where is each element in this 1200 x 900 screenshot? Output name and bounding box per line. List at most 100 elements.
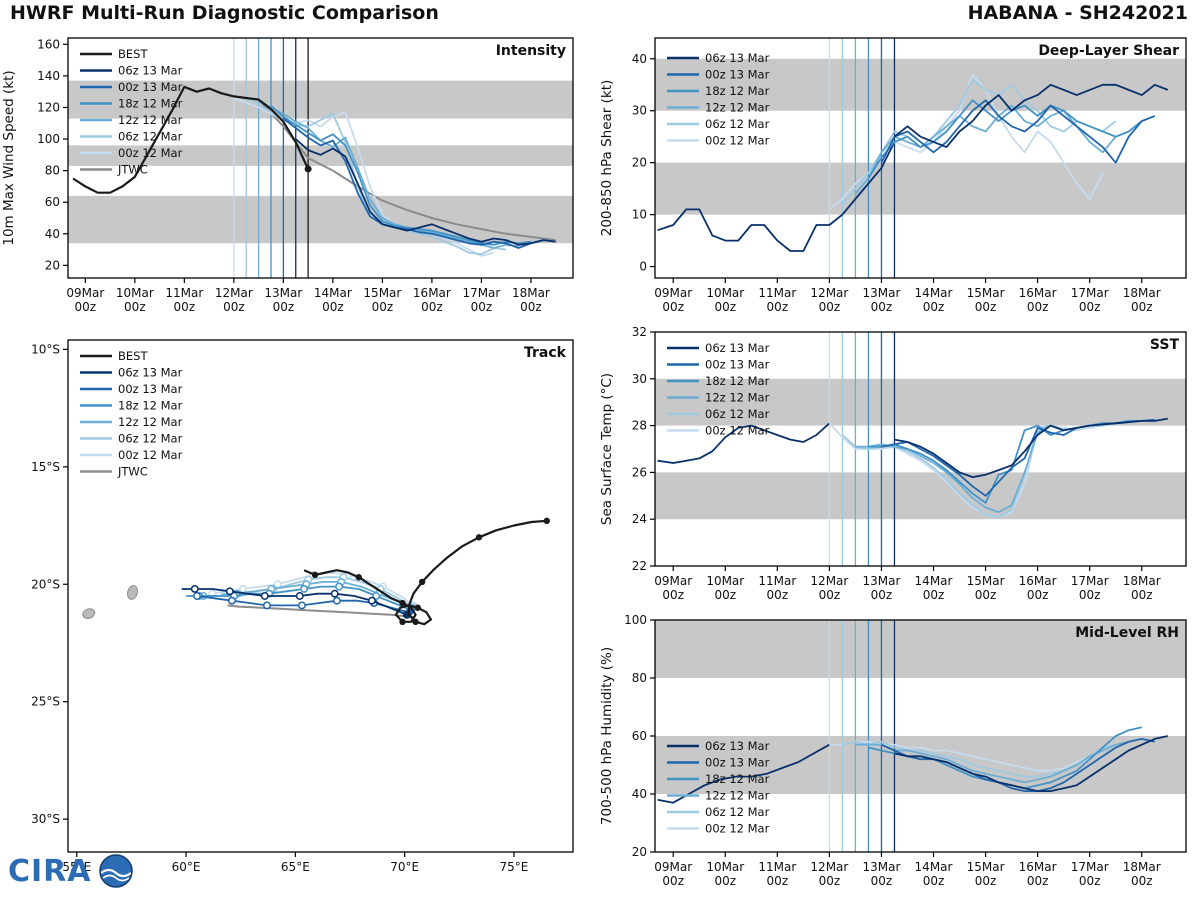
cira-logo-text: CIRA (8, 853, 92, 889)
sst-panel-title: SST (1150, 337, 1180, 353)
sst-series-00z 12 Mar (828, 422, 1103, 518)
track-legend-label: JTWC (117, 465, 148, 479)
shear-series-06z 12 Mar (841, 78, 1117, 205)
shear-xtick-sublabel: 00z (662, 300, 684, 314)
shear-xtick-sublabel: 00z (1079, 300, 1101, 314)
track-legend-label: BEST (118, 349, 148, 363)
sst-series-group (657, 417, 1168, 518)
intensity-ytick-label: 80 (45, 164, 60, 178)
sst-legend-label: 06z 12 Mar (705, 407, 770, 421)
track-marker-00z 13 Mar (332, 596, 341, 605)
shear-xtick-label: 16Mar (1019, 286, 1057, 300)
shear-xtick-label: 15Mar (967, 286, 1005, 300)
intensity-frame (67, 37, 574, 279)
track-ytick-label: 25°S (31, 695, 60, 709)
track-marker-18z 12 Mar (372, 592, 381, 600)
shear-legend-label: 06z 12 Mar (705, 117, 770, 131)
sst-xtick-label: 17Mar (1071, 574, 1109, 588)
intensity-xtick-label: 09Mar (66, 286, 104, 300)
track-marker-06z 13 Mar (260, 592, 269, 600)
shear-series-00z 13 Mar (880, 99, 1156, 164)
sst-ytick-label: 26 (632, 465, 647, 479)
rh-xtick-sublabel: 00z (1027, 874, 1049, 888)
sst-xtick-label: 10Mar (706, 574, 744, 588)
track-marker-00z 13 Mar (228, 596, 236, 605)
island-Reunion (82, 608, 96, 619)
shear-legend-label: 00z 12 Mar (705, 134, 770, 148)
intensity-ytick-label: 160 (37, 37, 60, 51)
shear-xtick-label: 12Mar (810, 286, 848, 300)
track-xtick-label: 65°E (281, 860, 310, 874)
track-legend-label: 18z 12 Mar (118, 399, 183, 413)
track-xtick-label: 70°E (390, 860, 419, 874)
rh-ytick-label: 20 (632, 845, 647, 859)
shear-legend-label: 06z 13 Mar (705, 51, 770, 65)
shear-xtick-label: 17Mar (1071, 286, 1109, 300)
shear-series-06z 13 Mar (893, 83, 1169, 148)
intensity-xtick-sublabel: 00z (124, 300, 146, 314)
shear-xtick-label: 18Mar (1123, 286, 1161, 300)
shear-xtick-sublabel: 00z (1027, 300, 1049, 314)
sst-xtick-label: 14Mar (915, 574, 953, 588)
rh-xtick-sublabel: 00z (1079, 874, 1101, 888)
rh-shaded-band (655, 736, 1186, 794)
rh-series-12z 12 Mar (855, 740, 1129, 784)
sst-xtick-sublabel: 00z (871, 588, 893, 602)
shear-panel-title: Deep-Layer Shear (1038, 43, 1179, 59)
sst-legend-label: 06z 13 Mar (705, 341, 770, 355)
intensity-xtick-sublabel: 00z (223, 300, 245, 314)
track-marker-06z 13 Mar (190, 585, 199, 593)
rh-series-06z 13 Mar (894, 735, 1168, 793)
intensity-legend-label: 18z 12 Mar (118, 97, 183, 111)
shear-xtick-label: 10Mar (706, 286, 744, 300)
intensity-series-BEST (72, 85, 310, 194)
shear-ytick-label: 0 (639, 260, 647, 274)
rh-xtick-label: 16Mar (1019, 860, 1057, 874)
intensity-legend-label: JTWC (117, 163, 148, 177)
sst-xtick-sublabel: 00z (1131, 588, 1153, 602)
sst-series-analysis (657, 422, 831, 464)
rh-xtick-sublabel: 00z (767, 874, 789, 888)
intensity-shaded-band (68, 195, 573, 244)
rh-ytick-label: 40 (632, 787, 647, 801)
track-line-JTWC (227, 604, 414, 619)
intensity-series-group (72, 85, 556, 257)
shear-ytick-label: 30 (632, 104, 647, 118)
rh-ytick-label: 80 (632, 671, 647, 685)
sst-xtick-label: 16Mar (1019, 574, 1057, 588)
track-marker-BEST (543, 517, 550, 525)
sst-xtick-label: 18Mar (1123, 574, 1161, 588)
rh-panel-title: Mid-Level RH (1075, 625, 1179, 641)
sst-series-06z 13 Mar (894, 417, 1168, 479)
track-marker-BEST (311, 571, 319, 579)
track-xtick-label: 60°E (172, 860, 201, 874)
shear-xtick-sublabel: 00z (871, 300, 893, 314)
sst-xtick-sublabel: 00z (819, 588, 841, 602)
shear-xtick-sublabel: 00z (819, 300, 841, 314)
shear-shaded-band (655, 58, 1186, 111)
track-marker-06z 13 Mar (367, 596, 376, 605)
rh-xtick-label: 17Mar (1071, 860, 1109, 874)
sst-ytick-label: 28 (632, 419, 647, 433)
track-marker-BEST (414, 604, 421, 611)
track-legend-label: 00z 12 Mar (118, 448, 183, 462)
intensity-shaded-band (68, 80, 573, 119)
shear-xtick-label: 11Mar (758, 286, 796, 300)
rh-xtick-sublabel: 00z (714, 874, 736, 888)
track-marker-BEST (355, 574, 362, 581)
sst-frame (654, 331, 1187, 567)
sst-xtick-sublabel: 00z (1027, 588, 1049, 602)
intensity-series-00z 13 Mar (282, 117, 544, 249)
rh-series-00z 13 Mar (881, 737, 1155, 793)
shear-ytick-label: 10 (632, 208, 647, 222)
track-ytick-label: 15°S (31, 460, 60, 474)
intensity-ytick-label: 60 (45, 195, 60, 209)
shear-ylabel: 200-850 hPa Shear (kt) (599, 80, 615, 237)
cira-emblem-icon (98, 854, 133, 888)
track-marker-BEST (475, 534, 483, 541)
track-ytick-label: 30°S (31, 812, 60, 826)
intensity-legend-label: 06z 13 Mar (118, 64, 183, 78)
track-frame (67, 339, 574, 853)
intensity-xtick-label: 11Mar (165, 286, 203, 300)
rh-xtick-label: 12Mar (810, 860, 848, 874)
